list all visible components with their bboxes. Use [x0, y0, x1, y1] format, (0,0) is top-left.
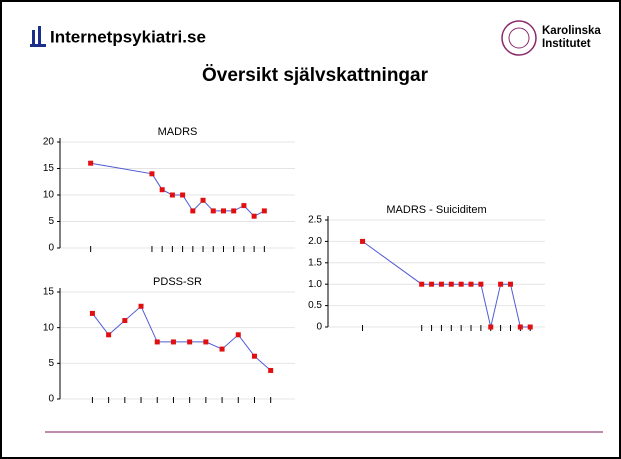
data-point — [458, 281, 464, 287]
data-point — [429, 281, 435, 287]
data-point — [210, 208, 216, 214]
y-tick-label: 5 — [48, 216, 54, 227]
institute-name: Karolinska — [542, 25, 601, 37]
data-point — [438, 281, 444, 287]
data-point — [419, 281, 425, 287]
data-point — [251, 353, 257, 359]
data-point — [138, 303, 144, 309]
data-point — [200, 197, 206, 203]
data-point — [517, 324, 523, 330]
data-point — [488, 324, 494, 330]
data-point — [261, 208, 267, 214]
data-point — [180, 192, 186, 198]
data-point — [154, 339, 160, 345]
data-point — [190, 208, 196, 214]
data-point — [268, 367, 274, 373]
y-tick-label: 0 — [48, 243, 54, 254]
seal-inner — [508, 27, 530, 49]
y-tick-label: 10 — [43, 190, 55, 201]
data-point — [448, 281, 454, 287]
data-point — [89, 310, 95, 316]
y-tick-label: 15 — [43, 287, 55, 298]
series-line — [92, 305, 272, 371]
data-point — [468, 281, 474, 287]
chart-title: MADRS — [158, 126, 198, 138]
seal — [501, 20, 537, 56]
data-point — [122, 318, 128, 324]
y-tick-label: 0 — [316, 322, 322, 333]
y-tick-label: 15 — [43, 163, 55, 174]
y-tick-label: 1.5 — [308, 257, 322, 268]
y-tick-label: 2.0 — [308, 236, 322, 247]
data-point — [159, 187, 165, 193]
slide-title: Översikt självskattningar — [202, 65, 429, 86]
y-tick-label: 20 — [43, 137, 55, 148]
y-tick-label: 5 — [48, 358, 54, 369]
data-point — [169, 192, 175, 198]
chart-title: MADRS - Suiciditem — [386, 204, 486, 216]
data-point — [203, 339, 209, 345]
y-tick-label: 0.5 — [308, 300, 322, 311]
data-point — [507, 281, 513, 287]
y-tick-label: 2.5 — [308, 215, 322, 226]
y-tick-label: 1.0 — [308, 279, 322, 290]
data-point — [170, 339, 176, 345]
logo-text: Internetpsykiatri.se — [50, 27, 206, 46]
chart-title: PDSS-SR — [153, 276, 202, 288]
data-point — [220, 208, 226, 214]
data-point — [360, 238, 366, 244]
data-point — [527, 324, 533, 330]
data-point — [251, 213, 257, 219]
data-point — [187, 339, 193, 345]
data-point — [235, 332, 241, 338]
y-tick-label: 10 — [43, 322, 55, 333]
institute-name: Institutet — [542, 38, 591, 50]
data-point — [88, 160, 94, 166]
data-point — [498, 281, 504, 287]
data-point — [106, 332, 112, 338]
y-tick-label: 0 — [48, 394, 54, 405]
data-point — [219, 346, 225, 352]
data-point — [478, 281, 484, 287]
data-point — [241, 203, 247, 209]
data-point — [231, 208, 237, 214]
logo-icon — [30, 26, 46, 47]
data-point — [149, 171, 155, 177]
